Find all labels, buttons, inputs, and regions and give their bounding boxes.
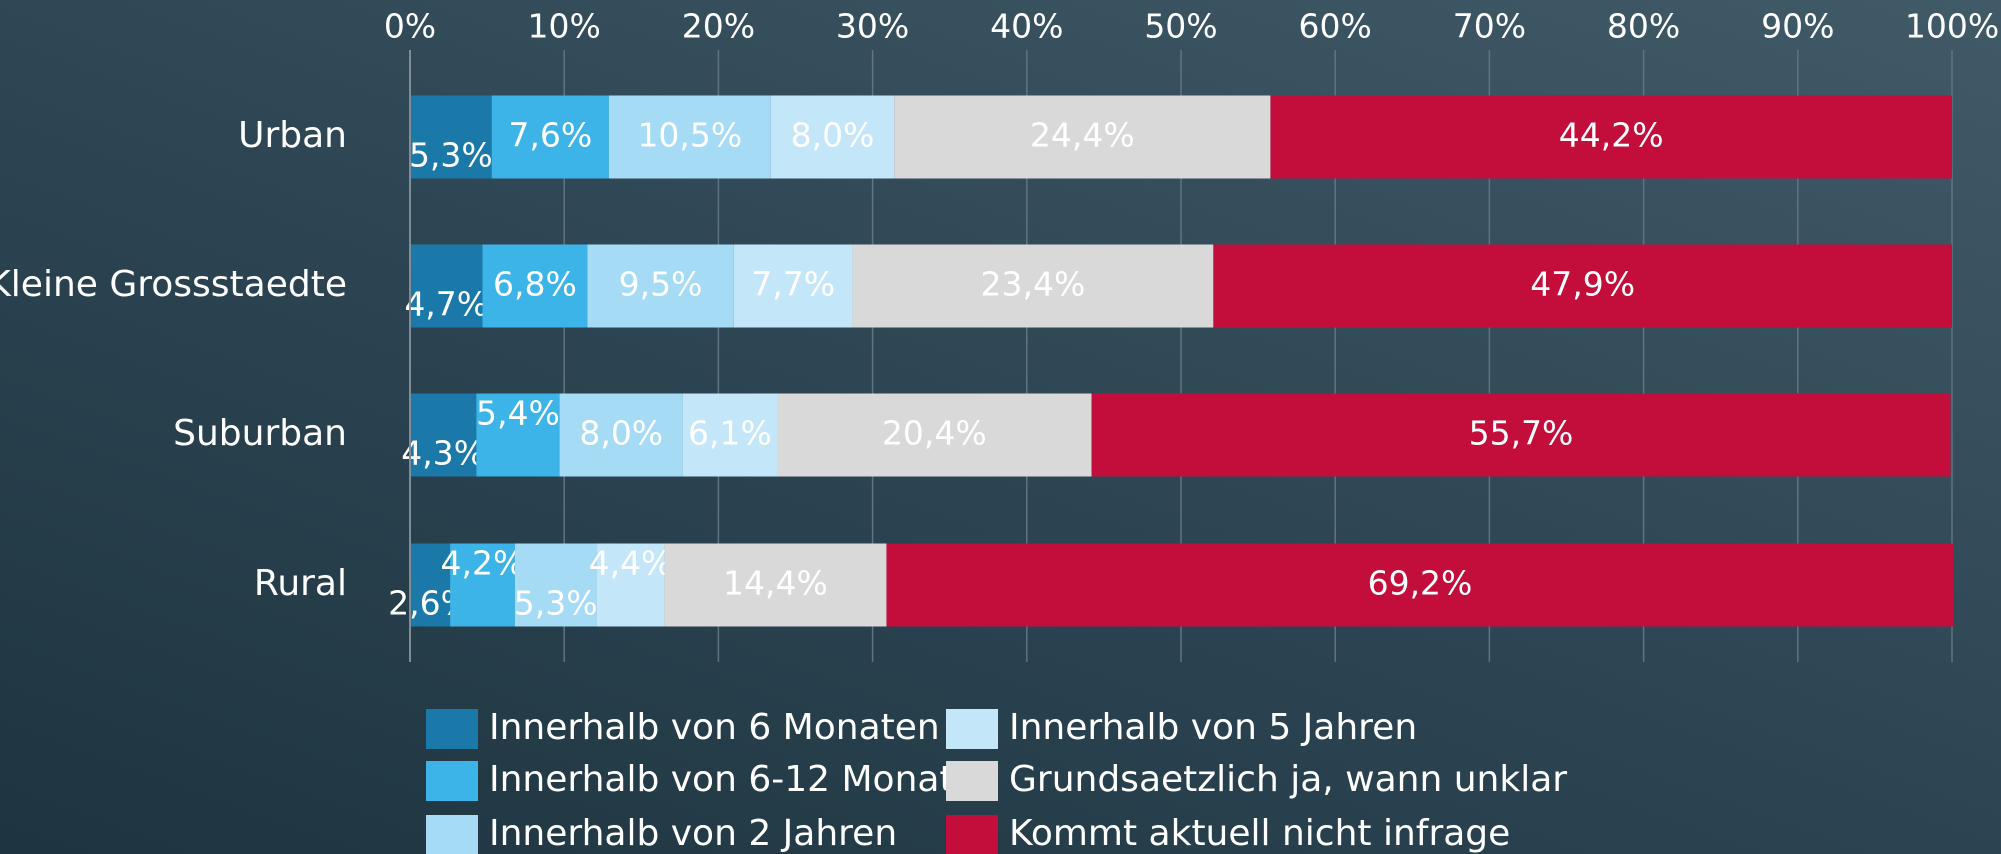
data-label: 6,8%	[493, 265, 577, 304]
bar-segment	[886, 543, 1954, 627]
x-tick-label: 10%	[528, 7, 601, 46]
x-tick-label: 80%	[1607, 7, 1680, 46]
bar-segment	[476, 393, 560, 477]
bar-segment	[450, 543, 515, 627]
bar-segment	[587, 244, 734, 328]
data-label: 55,7%	[1469, 414, 1574, 453]
data-label: 44,2%	[1559, 116, 1664, 155]
data-label: 4,4%	[589, 544, 673, 583]
legend-swatch	[426, 709, 478, 749]
bar-segment	[410, 95, 492, 179]
legend-label: Grundsaetzlich ja, wann unklar	[1009, 759, 1567, 800]
bar-segment	[852, 244, 1214, 328]
data-label: 8,0%	[791, 116, 875, 155]
legend-label: Innerhalb von 2 Jahren	[489, 813, 897, 854]
bar-segment	[770, 95, 895, 179]
bar-segment	[894, 95, 1271, 179]
legend-swatch	[426, 761, 478, 801]
x-tick-label: 50%	[1144, 7, 1217, 46]
legend-label: Innerhalb von 6 Monaten	[489, 707, 940, 748]
legend-label: Innerhalb von 6-12 Monaten	[489, 759, 999, 800]
x-tick-label: 60%	[1299, 7, 1372, 46]
bar-segment	[1270, 95, 1952, 179]
data-label: 7,6%	[508, 116, 592, 155]
bar-segment	[664, 543, 887, 627]
x-tick-label: 100%	[1905, 7, 1999, 46]
bar-segment	[1213, 244, 1952, 328]
legend-swatch	[946, 815, 998, 854]
bar-segment	[482, 244, 588, 328]
data-label: 5,3%	[514, 584, 598, 623]
category-label: Rural	[254, 563, 347, 604]
legend-swatch	[946, 761, 998, 801]
data-label: 8,0%	[579, 414, 663, 453]
category-label: Urban	[238, 115, 347, 156]
legend-label: Kommt aktuell nicht infrage	[1009, 813, 1510, 854]
x-tick-label: 20%	[682, 7, 755, 46]
x-tick-label: 70%	[1453, 7, 1526, 46]
x-tick-label: 90%	[1761, 7, 1834, 46]
category-label: Suburban	[173, 413, 347, 454]
bar-segment	[514, 543, 597, 627]
bar-segment	[410, 393, 477, 477]
bar-segment	[410, 543, 451, 627]
data-label: 6,1%	[688, 414, 772, 453]
data-label: 47,9%	[1530, 265, 1635, 304]
data-label: 69,2%	[1368, 564, 1473, 603]
data-label: 20,4%	[882, 414, 987, 453]
legend-swatch	[946, 709, 998, 749]
data-label: 4,2%	[441, 544, 525, 583]
data-label: 5,3%	[409, 136, 493, 175]
bar-segment	[410, 244, 483, 328]
x-tick-label: 40%	[990, 7, 1063, 46]
legend-swatch	[426, 815, 478, 854]
data-label: 24,4%	[1030, 116, 1135, 155]
data-label: 9,5%	[619, 265, 703, 304]
bar-segment	[596, 543, 665, 627]
x-tick-label: 30%	[836, 7, 909, 46]
bar-segment	[733, 244, 853, 328]
data-label: 14,4%	[723, 564, 828, 603]
legend-label: Innerhalb von 5 Jahren	[1009, 707, 1417, 748]
bar-segment	[608, 95, 771, 179]
data-label: 23,4%	[981, 265, 1086, 304]
bar-segment	[491, 95, 609, 179]
bar-segment	[559, 393, 683, 477]
data-label: 4,7%	[404, 285, 488, 324]
x-tick-label: 0%	[384, 7, 436, 46]
data-label: 10,5%	[637, 116, 742, 155]
bar-segment	[776, 393, 1092, 477]
bar-segment	[682, 393, 777, 477]
data-label: 5,4%	[476, 394, 560, 433]
category-label: Kleine Grossstaedte	[0, 264, 347, 305]
data-label: 4,3%	[401, 434, 485, 473]
data-label: 7,7%	[751, 265, 835, 304]
bar-segment	[1091, 393, 1951, 477]
